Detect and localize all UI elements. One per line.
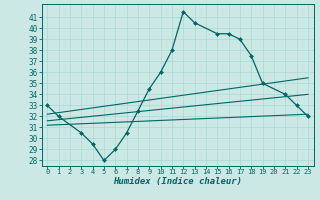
X-axis label: Humidex (Indice chaleur): Humidex (Indice chaleur) <box>113 177 242 186</box>
